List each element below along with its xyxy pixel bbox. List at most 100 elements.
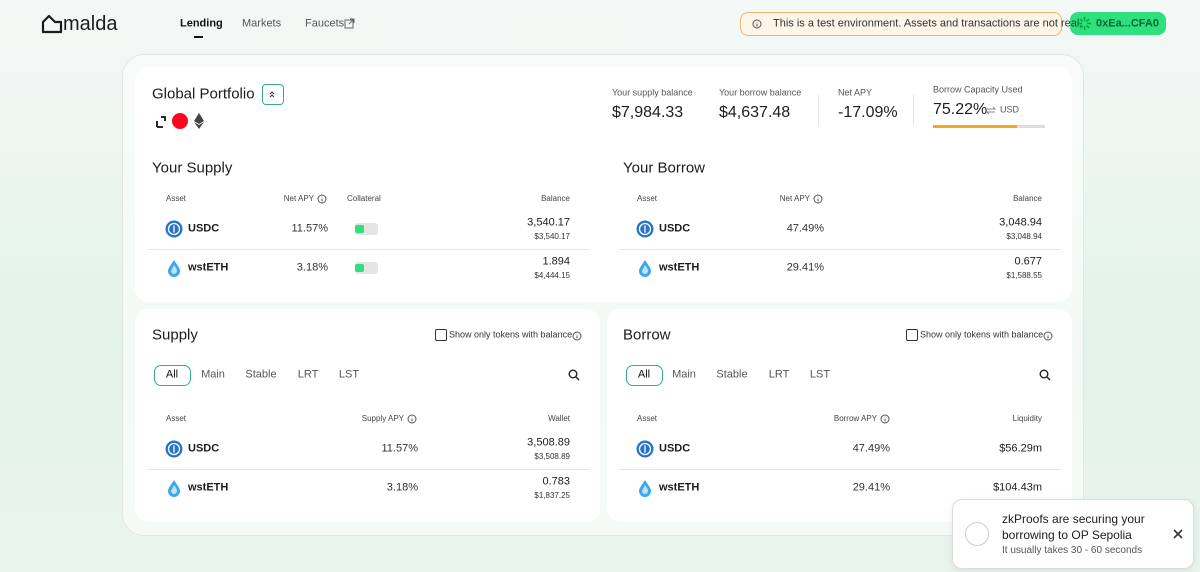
logo-icon [41,14,63,34]
collapse-chevron[interactable] [267,89,277,99]
asset-name: wstETH [659,261,700,274]
asset-name: wstETH [659,481,700,494]
amount-usd: $3,540.17 [534,232,570,241]
section-title: Your Supply [152,159,233,177]
amount: $104.43m [993,481,1042,494]
stat-value: $7,984.33 [612,104,684,121]
wallet-icon [1078,17,1091,30]
section-title: Your Borrow [623,159,705,177]
filter-tab[interactable]: Main [672,368,696,381]
filter-tab[interactable]: LST [809,368,831,381]
search-icon[interactable] [1039,369,1051,381]
filter-tab[interactable]: All [637,368,651,381]
stat-label: Your supply balance [612,87,693,98]
column-header: Asset [166,194,187,203]
section-title: Borrow [623,326,671,344]
info-icon [1043,331,1053,341]
wsteth-icon [168,260,180,277]
toast-close[interactable] [1172,528,1184,540]
column-header: Borrow APY [833,414,877,423]
supply-card [135,309,600,522]
nav-link[interactable]: Markets [242,17,282,30]
capacity-fill [933,125,1018,128]
asset-name: USDC [188,222,220,235]
toggle-knob [355,264,364,272]
network-icons [156,113,204,129]
amount: 0.783 [542,475,570,488]
amount: 3,508.89 [527,436,570,449]
filter-tab[interactable]: LRT [297,368,319,381]
amount-usd: $1,588.55 [1006,271,1042,280]
filter-tab[interactable]: LRT [768,368,790,381]
portfolio-card [135,67,1072,302]
apy-value: 11.57% [381,442,419,455]
toast [952,499,1194,569]
filter-tab[interactable]: LST [338,368,360,381]
usdc-icon [165,220,183,238]
info-icon [317,194,327,204]
tab-active[interactable] [154,365,191,386]
row-separator [148,249,590,250]
section-title: Supply [152,326,198,344]
column-header: Balance [541,194,570,203]
apy-value: 47.49% [786,222,824,235]
capacity-unit: USD [1000,104,1020,115]
capacity-value: 75.22% [933,101,988,118]
column-header: Wallet [548,414,570,423]
wallet-address[interactable]: 0xEa...CFA0 [1096,17,1159,30]
search-icon[interactable] [568,369,580,381]
column-header: Net APY [283,194,314,203]
filter-label[interactable]: Show only tokens with balance [449,329,573,340]
asset-name: wstETH [188,481,229,494]
toast-spinner [965,522,989,546]
nav-link[interactable]: Faucets [305,17,345,30]
capacity-label: Borrow Capacity Used [933,84,1023,95]
apy-value: 11.57% [291,222,329,235]
usdc-icon [165,440,183,458]
stat-value: $4,637.48 [719,104,791,121]
info-icon [813,194,823,204]
logo-text: malda [63,13,118,35]
nav-link[interactable]: Lending [180,17,223,30]
usdc-icon [636,440,654,458]
filter-label[interactable]: Show only tokens with balance [920,329,1044,340]
row-separator [148,469,590,470]
column-header: Supply APY [361,414,404,423]
apy-value: 3.18% [386,481,418,494]
wsteth-icon [168,480,180,497]
external-icon [344,18,355,29]
checkbox[interactable] [906,329,918,341]
checkbox[interactable] [435,329,447,341]
row-separator [619,469,1061,470]
amount-usd: $3,508.89 [534,452,570,461]
column-header: Balance [1013,194,1042,203]
divider [818,95,819,125]
notice-text: This is a test environment. Assets and t… [773,17,1083,30]
asset-name: USDC [659,442,691,455]
notice-box [740,12,1062,36]
column-header: Liquidity [1012,414,1042,423]
collapse-button[interactable] [262,84,284,105]
column-header: Asset [637,414,658,423]
filter-tab[interactable]: Stable [245,368,277,381]
stat-value: -17.09% [838,104,898,121]
amount-usd: $4,444.15 [534,271,570,280]
wallet-button[interactable] [1070,12,1166,35]
amount: $56.29m [999,442,1042,455]
amount-usd: $3,048.94 [1006,232,1042,241]
borrow-card [607,309,1072,522]
asset-name: USDC [188,442,220,455]
apy-value: 29.41% [852,481,890,494]
toast-message: zkProofs are securing your borrowing to … [1002,512,1145,542]
row-separator [619,249,1061,250]
usdc-icon [636,220,654,238]
column-header: Net APY [779,194,810,203]
wsteth-icon [639,260,651,277]
tab-active[interactable] [626,365,663,386]
filter-tab[interactable]: Main [201,368,225,381]
filter-tab[interactable]: All [165,368,179,381]
filter-tab[interactable]: Stable [716,368,748,381]
amount: 3,540.17 [527,216,570,229]
info-icon [572,331,582,341]
column-header: Asset [637,194,658,203]
